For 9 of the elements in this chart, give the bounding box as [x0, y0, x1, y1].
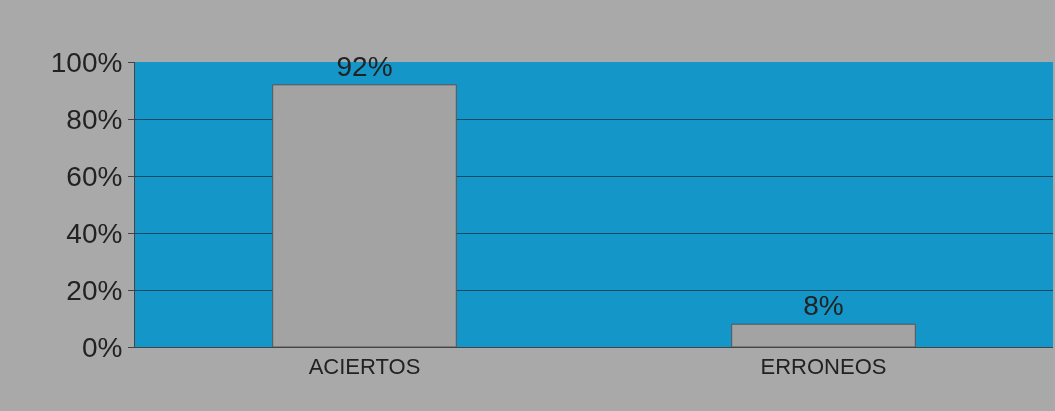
x-tick-label: ERRONEOS [760, 354, 887, 380]
y-tick-label: 80% [66, 103, 123, 135]
y-tick-label: 40% [66, 217, 123, 249]
x-tick-label: ACIERTOS [308, 354, 421, 380]
data-label: 8% [803, 290, 844, 322]
y-tick-label: 0% [81, 331, 123, 363]
y-tick-label: 100% [50, 46, 123, 78]
y-tick-label: 60% [66, 160, 123, 192]
y-tick-label: 20% [66, 274, 123, 306]
